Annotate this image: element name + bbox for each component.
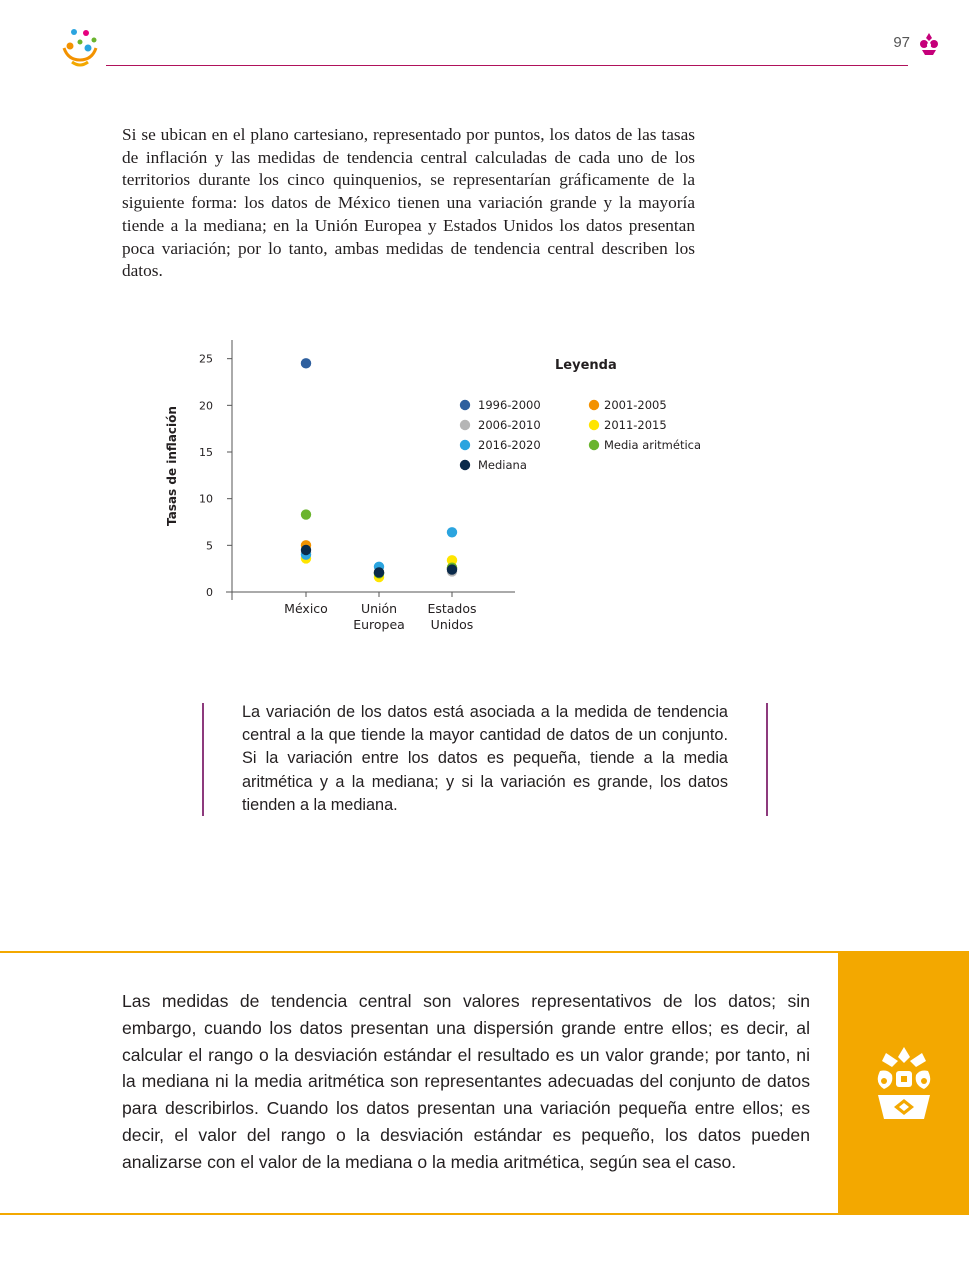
x-axis-categories: México Unión Europea Estados Unidos xyxy=(284,592,477,632)
legend-label: Media aritmética xyxy=(604,438,701,452)
legend-swatch xyxy=(588,399,600,411)
x-category-label-line: México xyxy=(284,601,328,616)
bottom-section-bottom-rule xyxy=(0,1213,969,1215)
y-tick-label: 25 xyxy=(199,353,213,366)
note-left-bar xyxy=(202,703,204,816)
legend-label: 1996-2000 xyxy=(478,398,541,412)
chart-points xyxy=(300,358,458,583)
note-right-bar xyxy=(766,703,768,816)
note-text: La variación de los datos está asociada … xyxy=(242,703,728,814)
x-category-label-line: Europea xyxy=(353,617,405,632)
legend-swatch xyxy=(588,419,600,431)
white-flower-pot-icon xyxy=(877,1047,931,1119)
y-tick-label: 15 xyxy=(199,446,213,459)
data-point-mediana xyxy=(446,564,458,575)
data-point-media-aritm-tica xyxy=(300,509,312,520)
legend-label: 2001-2005 xyxy=(604,398,667,412)
y-tick-label: 20 xyxy=(199,399,213,412)
legend-label: 2011-2015 xyxy=(604,418,667,432)
data-point-mediana xyxy=(300,544,312,556)
data-point-2016-2020 xyxy=(446,527,458,538)
x-category-label-line: Unidos xyxy=(431,617,474,632)
data-point-mediana xyxy=(373,567,385,578)
x-category-label: Unión Europea xyxy=(353,601,405,632)
legend-title: Leyenda xyxy=(555,358,617,373)
x-category-label: Estados Unidos xyxy=(427,601,476,632)
x-category-label-line: Unión xyxy=(361,601,397,616)
y-axis-title: Tasas de inflación xyxy=(165,406,179,526)
data-point-2011-2015 xyxy=(446,555,458,566)
intro-paragraph: Si se ubican en el plano cartesiano, rep… xyxy=(122,125,695,281)
y-tick-label: 0 xyxy=(206,586,213,599)
pink-flower-ornament-icon xyxy=(920,33,938,55)
legend-swatch xyxy=(588,439,600,451)
legend-label: 2006-2010 xyxy=(478,418,541,432)
legend-label: Mediana xyxy=(478,458,527,472)
x-category-label: México xyxy=(284,601,328,616)
bottom-paragraph: Las medidas de tendencia central son val… xyxy=(122,991,810,1172)
y-tick-label: 10 xyxy=(199,493,213,506)
inflation-scatter-chart: 0 5 10 15 20 25 México Unión Europea Estados Unid… xyxy=(165,340,701,632)
bottom-section-top-rule xyxy=(0,951,969,953)
x-category-label-line: Estados xyxy=(427,601,476,616)
colorful-dots-logo-icon xyxy=(62,29,98,67)
chart-axes xyxy=(226,340,515,600)
legend-swatch xyxy=(459,419,471,431)
chart-legend: Leyenda 1996-2000 2006-2010 2016-2020 Media… xyxy=(459,358,701,472)
y-axis-ticks: 0 5 10 15 20 25 xyxy=(199,353,232,599)
legend-swatch xyxy=(459,439,471,451)
legend-swatch xyxy=(459,399,471,411)
page-number: 97 xyxy=(893,34,910,51)
legend-swatch xyxy=(459,459,471,471)
legend-label: 2016-2020 xyxy=(478,438,541,452)
data-point-1996-2000 xyxy=(300,358,312,369)
y-tick-label: 5 xyxy=(206,539,213,552)
header-rule xyxy=(106,65,908,66)
